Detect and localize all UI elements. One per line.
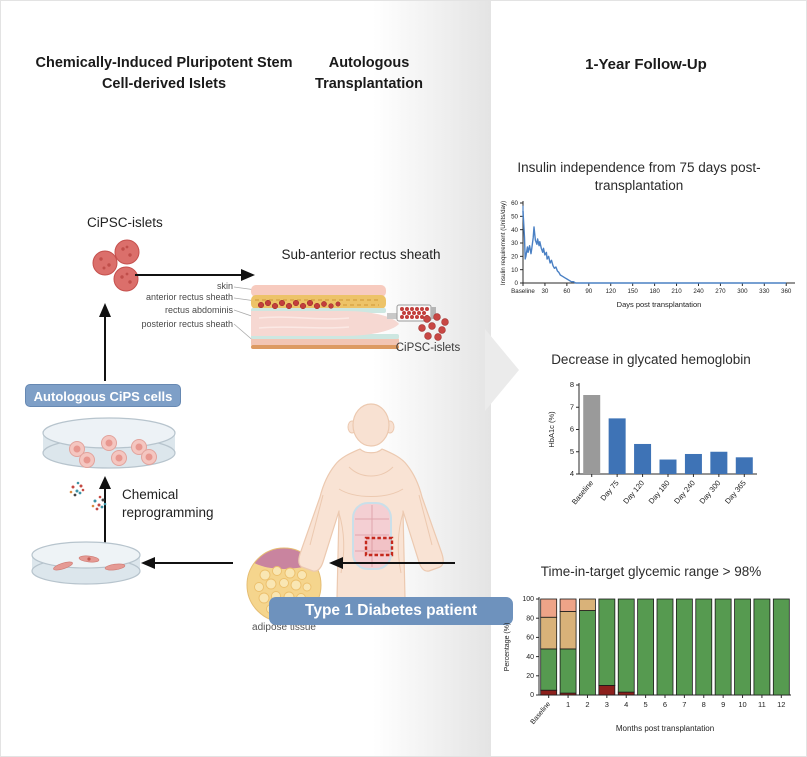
svg-text:240: 240 (693, 288, 704, 295)
svg-text:4: 4 (570, 469, 574, 478)
islet-cluster-icon (92, 239, 140, 292)
svg-text:270: 270 (715, 288, 726, 295)
svg-text:40: 40 (511, 227, 518, 234)
svg-text:360: 360 (781, 288, 792, 295)
svg-text:6: 6 (570, 425, 574, 434)
svg-text:5: 5 (570, 447, 574, 456)
svg-text:180: 180 (649, 288, 660, 295)
injection-site-marker (364, 536, 394, 557)
svg-text:30: 30 (541, 288, 548, 295)
type-1-diabetes-patient-badge: Type 1 Diabetes patient (269, 597, 513, 625)
small-molecules-icon (69, 481, 107, 511)
time-in-range-stacked-chart: 0 20 40 60 80 100 Percentage (%) Months post tr… (504, 596, 791, 733)
svg-text:10: 10 (511, 267, 518, 274)
svg-text:3: 3 (605, 700, 609, 709)
arrow-left-icon (141, 557, 233, 569)
adipose-tissue-label: adipose tissue (252, 622, 316, 633)
fibroblast-dish-icon (31, 541, 141, 585)
svg-text:11: 11 (758, 700, 766, 709)
arrow-up-icon (99, 476, 111, 547)
svg-text:5: 5 (644, 700, 648, 709)
svg-text:20: 20 (511, 254, 518, 261)
arrow-left-icon (329, 557, 455, 569)
svg-text:7: 7 (570, 402, 574, 411)
svg-text:Day 240: Day 240 (672, 479, 697, 506)
hba1c-bar-chart: 4 5 6 7 8 HbA1c (%) Baseline Day 75 Day 120 Day 1… (547, 380, 757, 507)
svg-text:20: 20 (526, 673, 534, 680)
svg-text:150: 150 (628, 288, 639, 295)
svg-text:210: 210 (671, 288, 682, 295)
patient-torso-illustration (298, 403, 444, 599)
hba1c-chart-title: Decrease in glycated hemoglobin (551, 352, 751, 367)
svg-text:7: 7 (682, 700, 686, 709)
svg-text:1: 1 (566, 700, 570, 709)
chemical-reprogramming-label: Chemical reprogramming (122, 487, 214, 521)
injection-site-title: Sub-anterior rectus sheath (281, 247, 441, 262)
layer-label-anterior-rectus-sheath: anterior rectus sheath (145, 292, 233, 302)
svg-text:10: 10 (738, 700, 746, 709)
islet-dots-cluster-icon (418, 313, 449, 341)
layer-label-rectus-abdominis: rectus abdominis (164, 305, 233, 315)
svg-text:8: 8 (702, 700, 706, 709)
arrow-up-icon (99, 303, 111, 381)
column-title-middle: Autologous Transplantation (315, 55, 423, 93)
svg-text:100: 100 (522, 596, 534, 603)
column-divider-gradient (373, 1, 491, 756)
svg-text:40: 40 (526, 654, 534, 661)
svg-text:60: 60 (511, 200, 518, 207)
svg-text:300: 300 (737, 288, 748, 295)
svg-text:Days post transplantation: Days post transplantation (617, 300, 702, 309)
svg-text:Months post transplantation: Months post transplantation (616, 724, 714, 733)
svg-text:Percentage (%): Percentage (%) (504, 623, 511, 672)
svg-text:6: 6 (663, 700, 667, 709)
column-title-right: 1-Year Follow-Up (585, 56, 707, 73)
svg-text:12: 12 (777, 700, 785, 709)
svg-text:4: 4 (624, 700, 628, 709)
layer-label-skin: skin (216, 281, 233, 291)
svg-text:Baseline: Baseline (511, 288, 535, 295)
svg-text:330: 330 (759, 288, 770, 295)
svg-text:60: 60 (563, 288, 570, 295)
cipsc-islets-label: CiPSC-islets (87, 215, 163, 230)
svg-text:9: 9 (721, 700, 725, 709)
svg-text:0: 0 (515, 280, 519, 287)
svg-text:HbA1c (%): HbA1c (%) (547, 411, 556, 448)
svg-text:80: 80 (526, 615, 534, 622)
svg-text:Day 75: Day 75 (599, 479, 621, 503)
column-title-left: Chemically-Induced Pluripotent Stem Cell… (35, 55, 293, 93)
svg-text:Baseline: Baseline (570, 479, 595, 507)
svg-text:30: 30 (511, 240, 518, 247)
rectus-sheath-cross-section (233, 285, 436, 349)
svg-text:Day 300: Day 300 (698, 479, 723, 506)
svg-text:Day 365: Day 365 (723, 479, 748, 506)
transition-arrow-icon (485, 329, 519, 411)
svg-text:8: 8 (570, 380, 574, 389)
svg-text:Insulin requirement (Units/day: Insulin requirement (Units/day) (500, 201, 507, 285)
tir-chart-title: Time-in-target glycemic range > 98% (540, 564, 762, 579)
svg-text:50: 50 (511, 214, 518, 221)
svg-text:Day 120: Day 120 (621, 479, 646, 506)
cipsc-islets-label-device: CiPSC-islets (395, 342, 461, 354)
cips-cells-dish-icon (42, 417, 176, 469)
svg-text:Day 180: Day 180 (647, 479, 672, 506)
insulin-chart-title: Insulin independence from 75 days post-t… (517, 160, 761, 193)
autologous-cips-cells-badge: Autologous CiPS cells (25, 384, 181, 407)
insulin-line-chart: 0 10 20 30 40 50 60 Insulin requirement (Units/… (500, 200, 795, 309)
svg-text:Baseline: Baseline (530, 701, 553, 726)
svg-text:2: 2 (585, 700, 589, 709)
arrow-right-icon (135, 269, 255, 281)
svg-text:60: 60 (526, 635, 534, 642)
svg-text:0: 0 (530, 692, 534, 699)
layer-label-posterior-rectus-sheath: posterior rectus sheath (141, 319, 233, 329)
svg-text:90: 90 (585, 288, 592, 295)
svg-text:120: 120 (606, 288, 617, 295)
